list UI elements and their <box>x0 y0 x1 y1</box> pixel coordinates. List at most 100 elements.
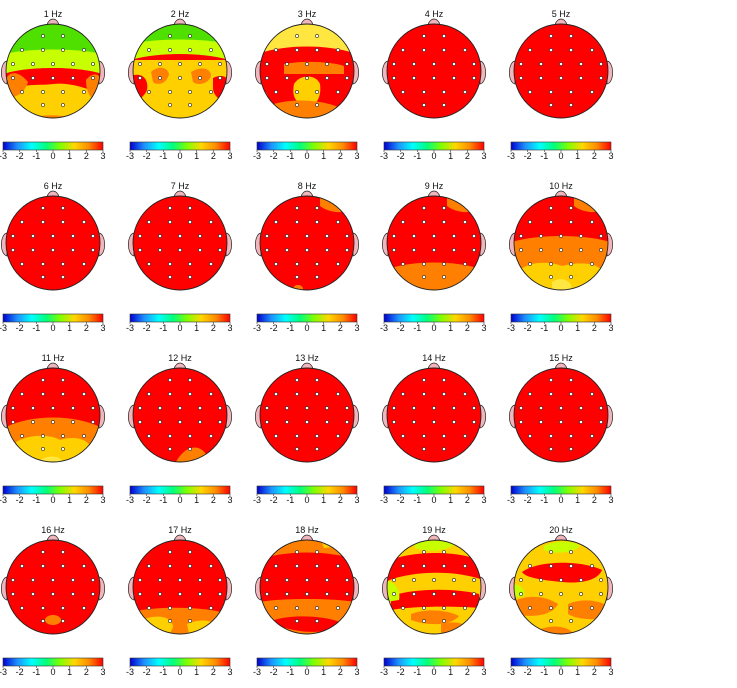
topomap-panel: 14 Hz -3 -2 -1 0 1 2 3 <box>371 348 497 508</box>
right-ear-icon <box>606 576 613 601</box>
colorbar-tick-label: 1 <box>67 323 73 333</box>
scalp-map <box>255 18 359 152</box>
colorbar-tick-label: -2 <box>15 151 24 161</box>
electrode-marker <box>168 606 172 610</box>
panel-title: 19 Hz <box>422 525 446 535</box>
electrode-marker <box>138 248 142 252</box>
electrode-marker <box>31 248 35 252</box>
panel-title: 18 Hz <box>295 525 319 535</box>
electrode-marker <box>71 62 75 66</box>
colorbar-tick-label: 1 <box>194 323 200 333</box>
electrode-marker <box>401 392 405 396</box>
colorbar-tick-label: 3 <box>608 151 614 161</box>
electrode-marker <box>519 406 523 410</box>
electrode-marker <box>452 592 456 596</box>
colorbar-tick-label: -2 <box>396 151 405 161</box>
electrode-marker <box>147 48 151 52</box>
electrode-marker <box>590 564 594 568</box>
electrode-marker <box>51 592 55 596</box>
electrode-marker <box>11 248 15 252</box>
panel-title: 15 Hz <box>549 353 573 363</box>
electrode-marker <box>345 234 349 238</box>
electrode-marker <box>265 76 269 80</box>
colorbar-tick-label: 2 <box>464 323 470 333</box>
colorbar <box>129 485 231 495</box>
electrode-marker <box>401 262 405 266</box>
colorbar-tick-label: 1 <box>448 323 454 333</box>
scalp-map <box>1 190 105 324</box>
electrode-marker <box>569 434 573 438</box>
electrode-marker <box>198 76 202 80</box>
electrode-marker <box>168 378 172 382</box>
colorbar <box>510 657 612 667</box>
colorbar <box>129 657 231 667</box>
electrode-marker <box>463 48 467 52</box>
colorbar-tick-label: -1 <box>286 323 295 333</box>
electrode-marker <box>138 62 142 66</box>
electrode-marker <box>71 578 75 582</box>
electrode-marker <box>569 564 573 568</box>
scalp-map <box>1 18 105 152</box>
map-region <box>552 279 572 290</box>
colorbar-tick-label: 0 <box>50 323 56 333</box>
colorbar-tick-label: -3 <box>125 495 134 505</box>
electrode-marker <box>305 592 309 596</box>
colorbar-tick-label: 1 <box>67 495 73 505</box>
electrode-marker <box>198 406 202 410</box>
electrode-marker <box>549 220 553 224</box>
electrode-marker <box>295 564 299 568</box>
electrode-marker <box>422 378 426 382</box>
topomap-panel: 16 Hz -3 -2 -1 0 12 3 <box>0 520 116 680</box>
electrode-marker <box>549 619 553 623</box>
electrode-marker <box>432 248 436 252</box>
head-outline <box>5 539 101 635</box>
electrode-marker <box>295 48 299 52</box>
electrode-marker <box>178 420 182 424</box>
panel-title: 10 Hz <box>549 181 573 191</box>
panel-title: 13 Hz <box>295 353 319 363</box>
electrode-marker <box>599 248 603 252</box>
electrode-marker <box>528 262 532 266</box>
electrode-marker <box>336 48 340 52</box>
right-ear-icon <box>98 232 105 257</box>
electrode-marker <box>274 606 278 610</box>
electrode-marker <box>336 564 340 568</box>
map-base-fill <box>387 368 481 462</box>
colorbar-tick-label: -3 <box>506 495 515 505</box>
electrode-marker <box>147 262 151 266</box>
electrode-marker <box>265 62 269 66</box>
electrode-marker <box>91 406 95 410</box>
electrode-marker <box>31 578 35 582</box>
electrode-marker <box>463 606 467 610</box>
electrode-marker <box>209 90 213 94</box>
map-region <box>133 24 227 44</box>
map-region <box>45 615 61 625</box>
electrode-marker <box>31 406 35 410</box>
electrode-marker <box>590 48 594 52</box>
colorbar-tick-label: 3 <box>227 495 233 505</box>
map-region <box>6 83 100 118</box>
colorbar-tick-label: 3 <box>354 667 360 677</box>
electrode-marker <box>31 76 35 80</box>
colorbar-tick-label: 0 <box>304 323 310 333</box>
colorbar-tick-label: 0 <box>177 667 183 677</box>
colorbar-tick-label: 2 <box>337 323 343 333</box>
electrode-marker <box>178 406 182 410</box>
electrode-marker <box>198 592 202 596</box>
topomap-panel: 4 Hz -3 -2 -1 0 1 2 3 <box>371 4 497 164</box>
electrode-marker <box>472 420 476 424</box>
electrode-marker <box>336 434 340 438</box>
panel-title: 6 Hz <box>43 181 63 191</box>
electrode-marker <box>285 420 289 424</box>
electrode-marker <box>71 420 75 424</box>
electrode-marker <box>519 420 523 424</box>
colorbar-tick-label: 2 <box>337 495 343 505</box>
right-ear-icon <box>352 60 359 85</box>
electrode-marker <box>590 392 594 396</box>
electrode-marker <box>20 262 24 266</box>
left-ear-icon <box>382 60 389 85</box>
colorbar-tick-label: 0 <box>50 151 56 161</box>
electrode-marker <box>549 90 553 94</box>
electrode-marker <box>442 220 446 224</box>
topomap-panel: 19 Hz -3 -2 -1 0 1 2 3 <box>371 520 497 680</box>
